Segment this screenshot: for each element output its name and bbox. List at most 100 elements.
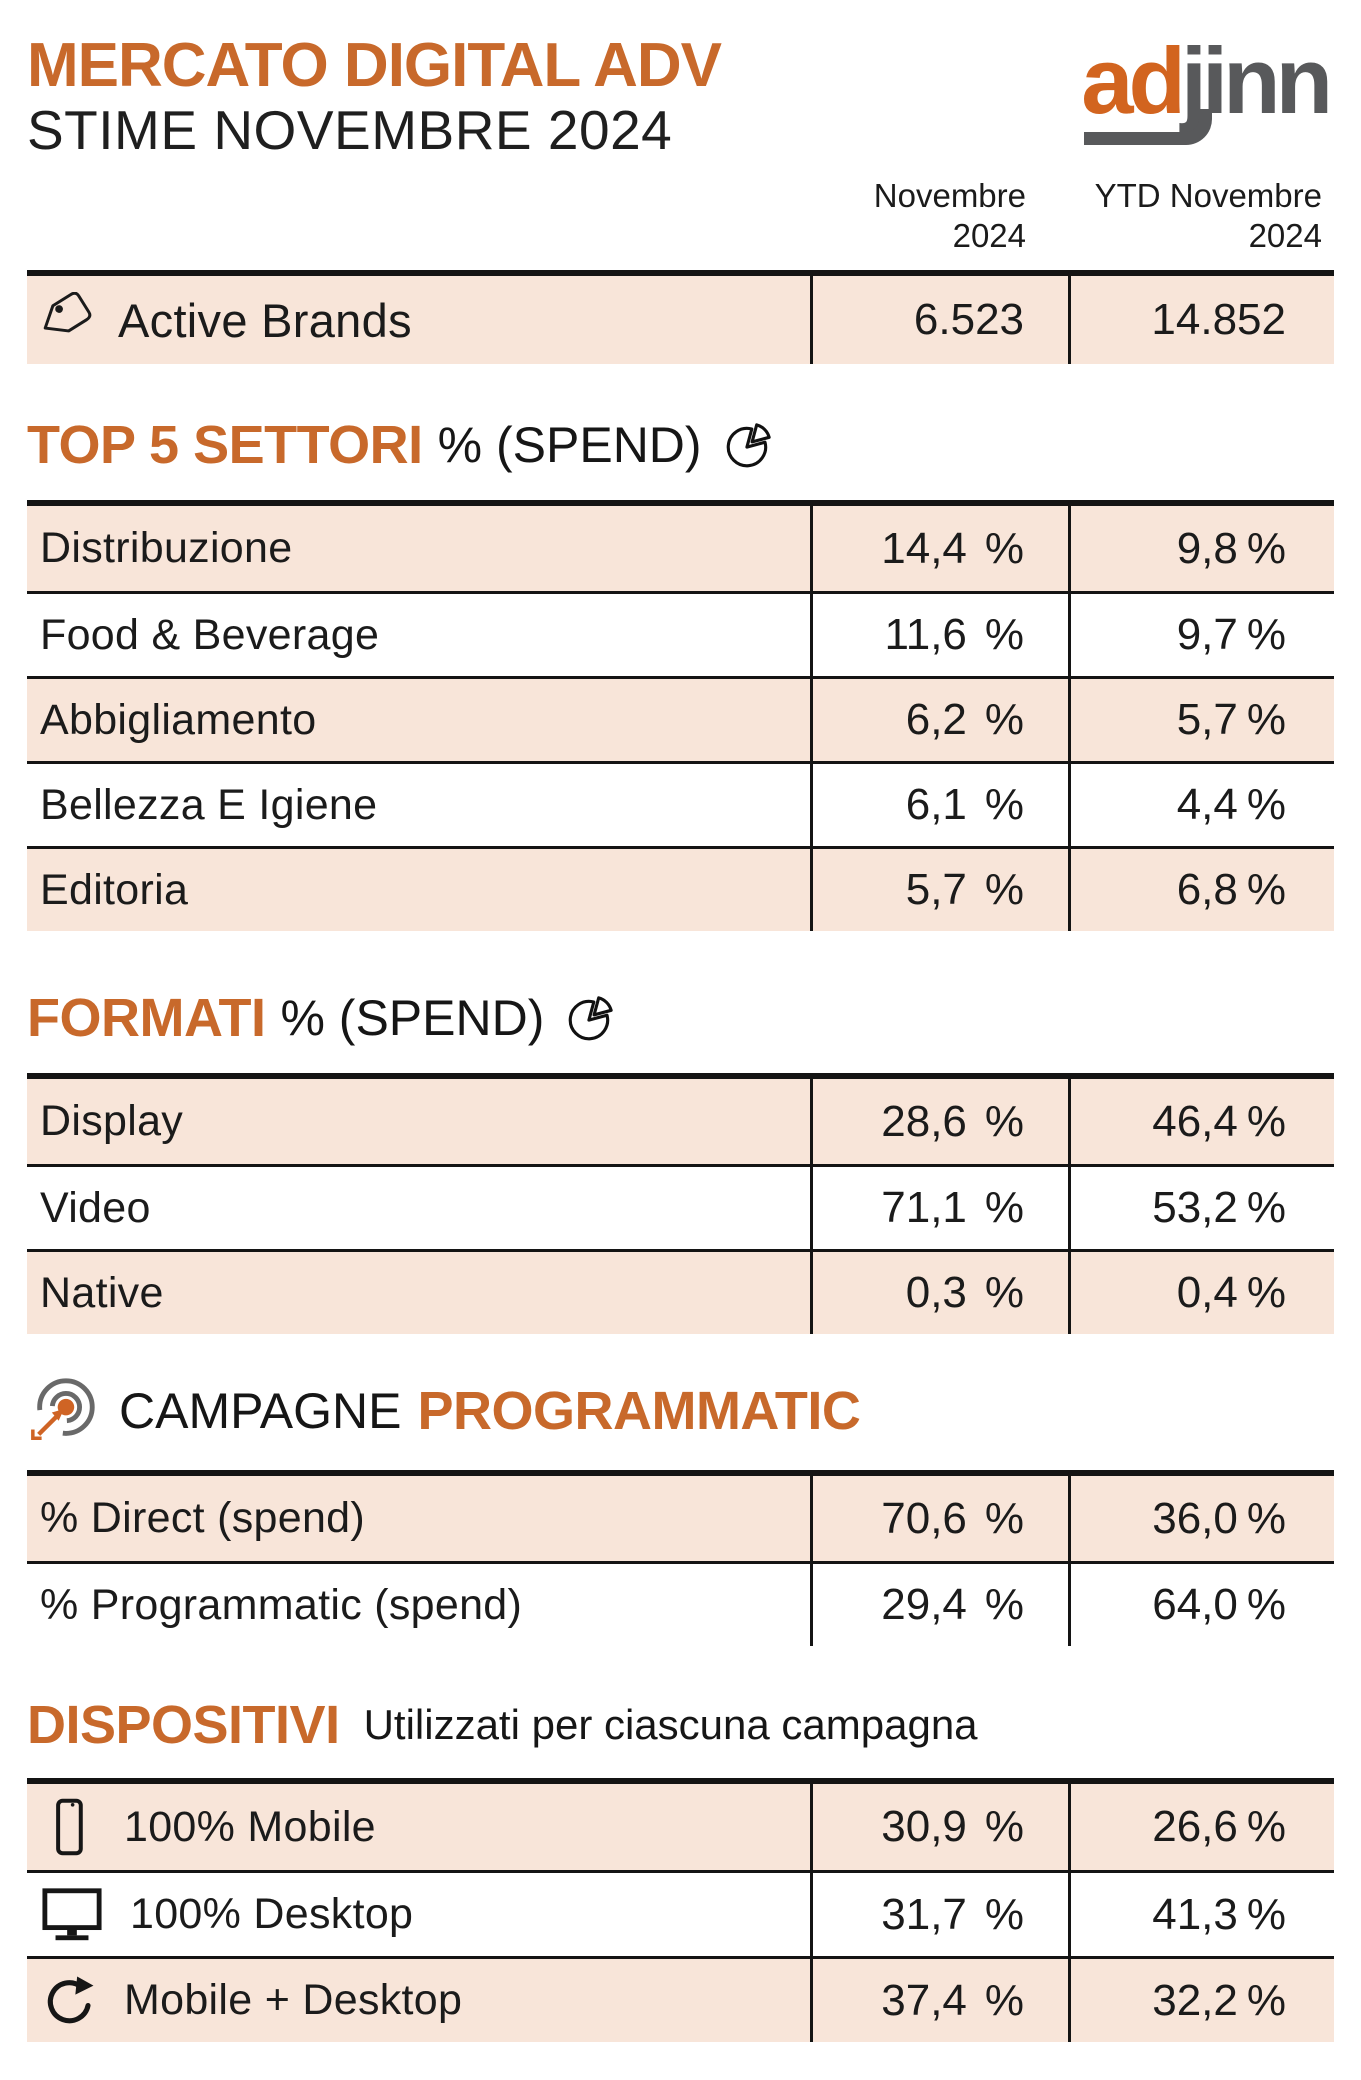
value-text: 6.523 bbox=[913, 295, 1025, 345]
percent-sign: % bbox=[984, 865, 1025, 915]
section-title: DISPOSITIVI bbox=[27, 1695, 340, 1756]
column-header-novembre-line2: 2024 bbox=[952, 217, 1027, 255]
nov-value: 70,6% bbox=[809, 1476, 1068, 1562]
page-subtitle: STIME NOVEMBRE 2024 bbox=[27, 99, 673, 162]
section-title-light: CAMPAGNE bbox=[119, 1383, 402, 1440]
table-row: Video 71,1% 53,2% bbox=[27, 1164, 1334, 1250]
row-label: % Direct (spend) bbox=[40, 1494, 366, 1543]
nov-value: 6,1% bbox=[809, 764, 1068, 847]
value-text: 32,2 bbox=[1152, 1975, 1238, 2025]
nov-value: 30,9% bbox=[809, 1784, 1068, 1871]
value-text: 70,6 bbox=[881, 1493, 967, 1543]
ytd-value: 46,4% bbox=[1068, 1079, 1334, 1165]
nov-value: 31,7% bbox=[809, 1873, 1068, 1957]
table-row: Food & Beverage 11,6% 9,7% bbox=[27, 591, 1334, 677]
table-row: % Programmatic (spend) 29,4% 64,0% bbox=[27, 1561, 1334, 1647]
title-block: MERCATO DIGITAL ADV STIME NOVEMBRE 2024 bbox=[27, 34, 722, 162]
value-text: 36,0 bbox=[1152, 1493, 1238, 1543]
active-brands-ytd-value: 14.852 bbox=[1068, 276, 1334, 365]
nov-value: 0,3% bbox=[809, 1252, 1068, 1335]
column-header-novembre: Novembre 2024 bbox=[810, 176, 1068, 257]
section-title-suffix: % (SPEND) bbox=[280, 990, 545, 1047]
value-text: 46,4 bbox=[1152, 1096, 1238, 1146]
section-heading-dispositivi: DISPOSITIVI Utilizzati per ciascuna camp… bbox=[27, 1694, 1334, 1756]
value-text: 31,7 bbox=[881, 1889, 967, 1939]
percent-sign: % bbox=[984, 1183, 1025, 1233]
section-title-suffix: % (SPEND) bbox=[437, 417, 702, 474]
table-row: 100% Desktop 31,7% 41,3% bbox=[27, 1870, 1334, 1957]
value-text: 4,4 bbox=[1176, 780, 1238, 830]
ytd-value: 32,2% bbox=[1068, 1959, 1334, 2043]
active-brands-label-cell: Active Brands bbox=[27, 276, 810, 364]
nov-value: 14,4% bbox=[809, 506, 1068, 592]
percent-sign: % bbox=[1246, 1580, 1286, 1630]
percent-sign: % bbox=[984, 1580, 1025, 1630]
logo-underline-shape bbox=[1084, 109, 1213, 146]
percent-sign: % bbox=[1246, 865, 1286, 915]
table-row: Editoria 5,7% 6,8% bbox=[27, 846, 1334, 932]
pie-chart-icon bbox=[564, 991, 618, 1045]
table-row: Bellezza E Igiene 6,1% 4,4% bbox=[27, 761, 1334, 847]
value-text: 0,3 bbox=[905, 1268, 967, 1318]
row-label: Bellezza E Igiene bbox=[40, 780, 378, 829]
ytd-value: 36,0% bbox=[1068, 1476, 1334, 1562]
value-text: 53,2 bbox=[1152, 1183, 1238, 1233]
percent-sign: % bbox=[1246, 1183, 1286, 1233]
row-label: 100% Mobile bbox=[124, 1802, 376, 1851]
value-text: 29,4 bbox=[881, 1580, 967, 1630]
value-text: 6,8 bbox=[1176, 865, 1238, 915]
desktop-icon bbox=[40, 1884, 104, 1946]
value-text: 37,4 bbox=[881, 1975, 967, 2025]
column-header-spacer bbox=[27, 176, 810, 257]
ytd-value: 9,8% bbox=[1068, 506, 1334, 592]
section-heading-formati: FORMATI % (SPEND) bbox=[27, 987, 1334, 1049]
active-brands-table: Active Brands 6.523 14.852 bbox=[27, 270, 1334, 365]
percent-sign: % bbox=[984, 1975, 1025, 2025]
nov-value: 5,7% bbox=[809, 849, 1068, 932]
campagne-table: % Direct (spend) 70,6% 36,0% % Programma… bbox=[27, 1470, 1334, 1647]
ytd-value: 5,7% bbox=[1068, 679, 1334, 762]
value-text: 6,1 bbox=[905, 780, 967, 830]
column-header-ytd-line2: 2024 bbox=[1248, 217, 1322, 255]
value-text: 28,6 bbox=[881, 1096, 967, 1146]
section-title: TOP 5 SETTORI bbox=[27, 415, 423, 476]
row-label: Mobile + Desktop bbox=[124, 1976, 463, 2025]
column-header-ytd-line1: YTD Novembre bbox=[1094, 176, 1322, 214]
percent-sign: % bbox=[1246, 1889, 1286, 1939]
nov-value: 11,6% bbox=[809, 594, 1068, 677]
percent-sign: % bbox=[984, 1096, 1025, 1146]
percent-sign: % bbox=[984, 780, 1025, 830]
percent-sign: % bbox=[1246, 523, 1286, 573]
nov-value: 29,4% bbox=[809, 1564, 1068, 1647]
row-label: Food & Beverage bbox=[40, 610, 380, 659]
value-text: 5,7 bbox=[1176, 695, 1238, 745]
percent-sign: % bbox=[1246, 1493, 1286, 1543]
section-heading-top5: TOP 5 SETTORI % (SPEND) bbox=[27, 414, 1334, 476]
section-heading-campagne: CAMPAGNE PROGRAMMATIC bbox=[27, 1374, 1334, 1448]
pie-chart-icon bbox=[722, 418, 776, 472]
nov-value: 71,1% bbox=[809, 1167, 1068, 1250]
value-text: 71,1 bbox=[881, 1183, 967, 1233]
table-row: Distribuzione 14,4% 9,8% bbox=[27, 506, 1334, 592]
percent-sign: % bbox=[1246, 1096, 1286, 1146]
table-row: % Direct (spend) 70,6% 36,0% bbox=[27, 1476, 1334, 1562]
value-text: 64,0 bbox=[1152, 1580, 1238, 1630]
ytd-value: 4,4% bbox=[1068, 764, 1334, 847]
active-brands-nov-value: 6.523 bbox=[809, 276, 1068, 365]
nov-value: 28,6% bbox=[809, 1079, 1068, 1165]
nov-value: 6,2% bbox=[809, 679, 1068, 762]
ytd-value: 53,2% bbox=[1068, 1167, 1334, 1250]
section-title-bold: PROGRAMMATIC bbox=[417, 1381, 861, 1442]
ytd-value: 0,4% bbox=[1068, 1252, 1334, 1335]
table-row: 100% Mobile 30,9% 26,6% bbox=[27, 1784, 1334, 1871]
value-text: 0,4 bbox=[1176, 1268, 1238, 1318]
value-text: 26,6 bbox=[1152, 1802, 1238, 1852]
table-row: Abbigliamento 6,2% 5,7% bbox=[27, 676, 1334, 762]
percent-sign: % bbox=[984, 1889, 1025, 1939]
ytd-value: 64,0% bbox=[1068, 1564, 1334, 1647]
top5-settori-table: Distribuzione 14,4% 9,8% Food & Beverage… bbox=[27, 500, 1334, 932]
ytd-value: 26,6% bbox=[1068, 1784, 1334, 1871]
ytd-value: 9,7% bbox=[1068, 594, 1334, 677]
table-row: Native 0,3% 0,4% bbox=[27, 1249, 1334, 1335]
